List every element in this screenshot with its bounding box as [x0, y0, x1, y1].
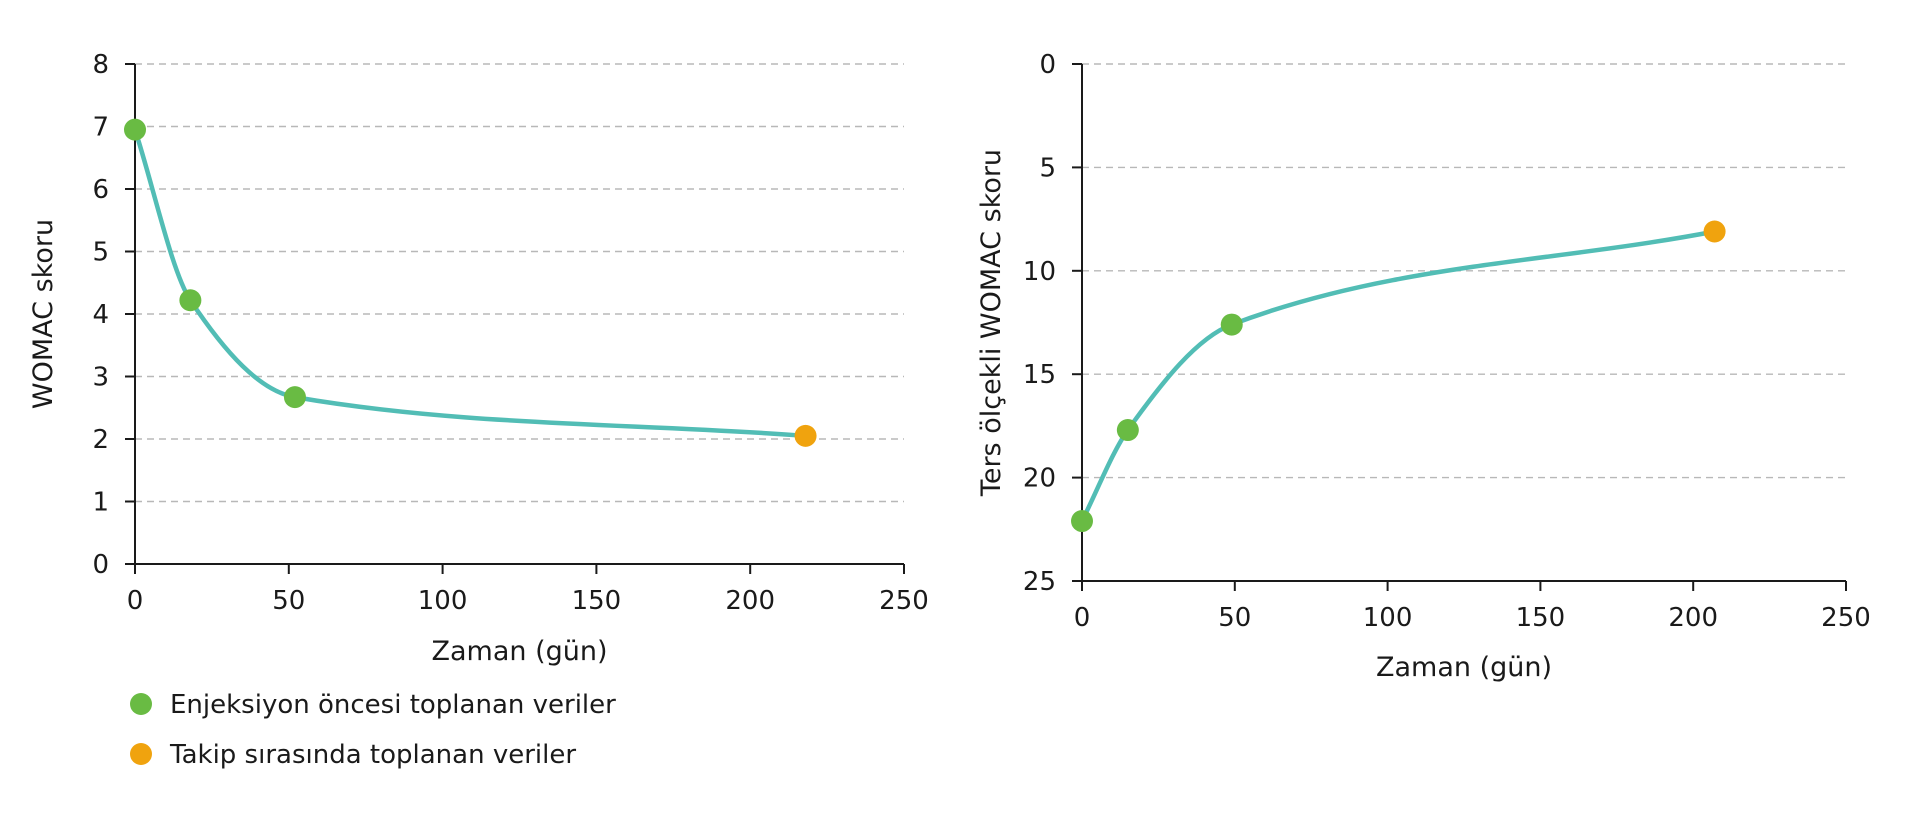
- x-tick-label: 250: [879, 586, 929, 616]
- x-tick-label: 0: [1074, 603, 1091, 633]
- x-tick-label: 250: [1821, 603, 1871, 633]
- y-tick-label: 2: [92, 425, 109, 455]
- legend-marker: [130, 743, 152, 765]
- pre-injection-data-point: [1116, 419, 1139, 442]
- pre-injection-data-point: [1071, 510, 1093, 533]
- x-tick-label: 200: [725, 586, 775, 616]
- y-axis-title: Ters ölçekli WOMAC skoru: [976, 149, 1007, 497]
- legend: Enjeksiyon öncesi toplanan veriler Takip …: [130, 690, 616, 770]
- y-tick-label: 20: [1023, 464, 1056, 494]
- x-tick-label: 100: [418, 586, 468, 616]
- y-tick-label: 8: [92, 50, 109, 80]
- x-tick-label: 50: [272, 586, 305, 616]
- x-tick-label: 150: [572, 586, 622, 616]
- legend-label: Enjeksiyon öncesi toplanan veriler: [170, 690, 616, 720]
- legend-marker: [130, 693, 152, 715]
- pre-injection-data-point: [1220, 313, 1243, 336]
- y-tick-label: 4: [92, 300, 109, 330]
- x-tick-label: 200: [1668, 603, 1718, 633]
- pre-injection-data-point: [283, 386, 306, 409]
- pre-injection-data-point: [124, 118, 146, 141]
- x-axis-title: Zaman (gün): [431, 636, 607, 667]
- y-tick-label: 3: [92, 363, 109, 393]
- left-chart: 0 1 2 3 4 5 6 7 8 0 50 100 150 200 250 Zaman (gün) WOMAC…: [28, 50, 929, 667]
- pre-injection-data-point: [179, 289, 202, 312]
- legend-label: Takip sırasında toplanan veriler: [169, 740, 576, 770]
- y-tick-label: 6: [92, 175, 109, 205]
- follow-up-data-point: [794, 424, 817, 447]
- y-axis-title: WOMAC skoru: [28, 219, 59, 409]
- follow-up-data-point: [1703, 220, 1726, 243]
- y-tick-label: 1: [92, 488, 109, 518]
- x-axis-title: Zaman (gün): [1376, 652, 1552, 683]
- y-tick-label: 7: [92, 113, 109, 143]
- y-tick-label: 15: [1023, 360, 1056, 390]
- y-tick-label: 0: [1039, 50, 1056, 80]
- x-tick-label: 50: [1218, 603, 1251, 633]
- y-tick-label: 5: [1039, 153, 1056, 183]
- y-tick-label: 0: [92, 550, 109, 580]
- x-tick-label: 0: [127, 586, 144, 616]
- x-tick-label: 150: [1516, 603, 1566, 633]
- x-tick-label: 100: [1363, 603, 1413, 633]
- y-tick-label: 5: [92, 238, 109, 268]
- y-tick-label: 25: [1023, 567, 1056, 597]
- series-line: [132, 127, 808, 439]
- y-tick-label: 10: [1023, 257, 1056, 287]
